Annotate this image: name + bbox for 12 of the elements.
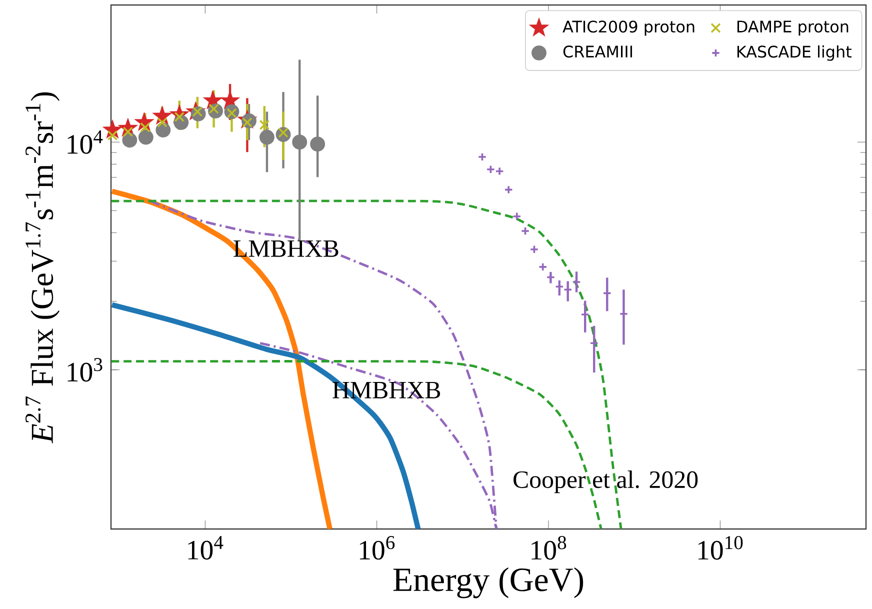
legend-label: KASCADE light	[737, 45, 852, 61]
legend-label: DAMPE proton	[737, 20, 848, 36]
x-tick-label: 10$^{8}$	[532, 536, 566, 560]
y-tick-label: 10$^{3}$	[68, 358, 102, 382]
x-tick-label: 10$^{4}$	[188, 536, 224, 560]
x-axis-title: Energy (GeV)	[393, 567, 584, 598]
text: E$^{2.7}$ Flux (GeV$^{1.7}$s$^{-1}$m$^{-2}$sr$^{-1}$)	[26, 92, 60, 444]
x-tick-label: 10$^{10}$	[698, 536, 743, 560]
legend-label: ATIC2009 proton	[562, 20, 694, 36]
x-tick-label: 10$^{6}$	[360, 536, 395, 560]
legend-label: CREAMIII	[563, 46, 632, 58]
annotation: Cooper et al. 2020	[514, 470, 698, 494]
